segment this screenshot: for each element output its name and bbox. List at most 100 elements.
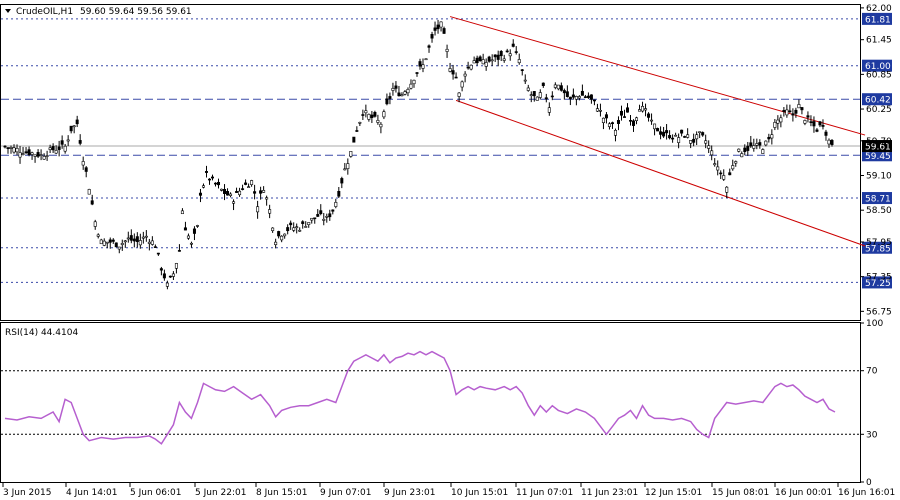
candle-body: [538, 92, 542, 98]
candle-body: [45, 155, 49, 157]
candle-body: [183, 227, 187, 231]
candle-body: [812, 121, 816, 127]
price-tick-label: 60.25: [866, 105, 892, 115]
candle-body: [794, 109, 798, 114]
candle-body: [376, 120, 380, 123]
candle-body: [511, 43, 515, 47]
candle-body: [580, 90, 584, 96]
time-tick-label: 11 Jun 07:01: [516, 488, 573, 498]
candle-body: [574, 96, 578, 100]
candle-body: [400, 94, 404, 97]
candle-body: [788, 110, 792, 113]
rsi-tick-label: 70: [866, 367, 878, 377]
candle-body: [487, 56, 491, 62]
candle-body: [668, 135, 672, 139]
candle-body: [547, 107, 551, 113]
candle-body: [644, 108, 648, 111]
candle-body: [226, 191, 230, 196]
candle-body: [439, 21, 443, 28]
candle-body: [740, 153, 744, 158]
candle-body: [743, 147, 747, 152]
candle-body: [316, 214, 320, 217]
candle-body: [616, 120, 620, 124]
candle-body: [415, 72, 419, 74]
time-tick-label: 9 Jun 23:01: [384, 488, 435, 498]
time-tick-label: 4 Jun 14:01: [66, 488, 117, 498]
candle-body: [168, 275, 172, 278]
candle-body: [409, 83, 413, 89]
candle-body: [448, 68, 452, 72]
candle-body: [731, 165, 735, 170]
candle-body: [334, 202, 338, 207]
candle-body: [659, 131, 663, 135]
candle-body: [385, 98, 389, 105]
candle-body: [57, 146, 61, 150]
candle-body: [66, 139, 70, 142]
level-label: 59.45: [865, 152, 891, 162]
level-tag: [862, 93, 892, 106]
candle-body: [18, 152, 22, 158]
candle-body: [60, 140, 64, 145]
candle-body: [523, 79, 527, 82]
candle-body: [535, 96, 539, 101]
candle-body: [815, 129, 819, 132]
candle-body: [198, 192, 202, 196]
price-tick-label: 62.00: [866, 4, 892, 14]
candle-body: [629, 120, 633, 122]
candle-body: [764, 140, 768, 146]
candle-body: [27, 149, 31, 155]
candle-body: [352, 136, 356, 143]
candle-body: [610, 122, 614, 125]
candle-body: [436, 24, 440, 30]
collapse-triangle-icon[interactable]: [5, 9, 11, 13]
candle-body: [403, 91, 407, 95]
candle-body: [607, 123, 611, 127]
level-label: 58.71: [865, 195, 891, 205]
candle-body: [767, 136, 771, 140]
candle-body: [424, 58, 428, 61]
candle-body: [493, 54, 497, 58]
candle-body: [217, 181, 221, 186]
candle-body: [346, 163, 350, 169]
candle-body: [54, 150, 58, 154]
candle-body: [382, 111, 386, 118]
candle-body: [604, 114, 608, 119]
candle-body: [532, 91, 536, 97]
time-tick-label: 12 Jun 15:01: [645, 488, 702, 498]
candle-body: [349, 151, 353, 157]
candle-body: [520, 69, 524, 71]
candle-body: [48, 147, 52, 150]
candle-body: [430, 34, 434, 39]
candle-body: [653, 123, 657, 130]
candle-body: [147, 241, 151, 244]
candle-body: [800, 107, 804, 111]
level-tag: [862, 59, 892, 72]
candle-body: [490, 59, 494, 62]
candle-body: [827, 139, 831, 145]
candle-body: [632, 120, 636, 126]
candle-body: [195, 225, 199, 227]
candle-body: [641, 106, 645, 112]
candle-body: [367, 114, 371, 120]
rsi-tick-label: 100: [866, 319, 883, 329]
candle-body: [707, 145, 711, 149]
candle-body: [358, 122, 362, 124]
candle-body: [517, 59, 521, 64]
level-label: 61.00: [865, 62, 891, 72]
candle-body: [553, 84, 557, 88]
candle-body: [162, 273, 166, 279]
candle-body: [734, 161, 738, 164]
candle-body: [132, 238, 136, 242]
candle-body: [776, 119, 780, 124]
candle-body: [577, 96, 581, 99]
candle-body: [508, 53, 512, 57]
candle-body: [622, 116, 626, 118]
candle-body: [238, 190, 242, 196]
level-tag: [862, 149, 892, 162]
candle-body: [268, 209, 272, 214]
candle-body: [78, 140, 82, 144]
candle-body: [111, 239, 115, 242]
candle-body: [758, 142, 762, 146]
candle-body: [117, 246, 121, 250]
